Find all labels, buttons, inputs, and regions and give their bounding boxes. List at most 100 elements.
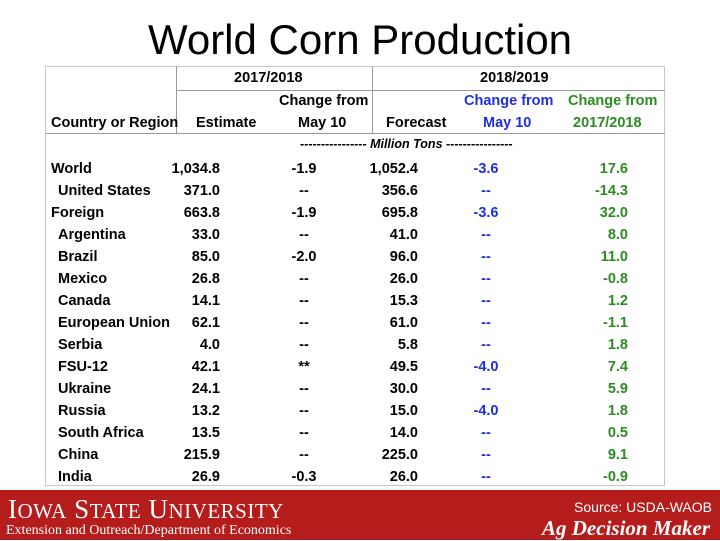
estimate-cell: 24.1 (191, 381, 220, 397)
country-cell: European Union (58, 315, 170, 331)
table-row: FSU-12 42.1 ** 49.5 -4.0 7.4 (46, 356, 666, 378)
forecast-cell: 26.0 (389, 469, 418, 485)
forecast-cell: 30.0 (389, 381, 418, 397)
table-row: South Africa 13.5 -- 14.0 -- 0.5 (46, 422, 666, 444)
estimate-cell: 371.0 (183, 183, 220, 199)
forecast-cell: 695.8 (381, 205, 418, 221)
change-may-2018-cell: -4.0 (473, 359, 499, 375)
change-may-2018-cell: -- (481, 293, 491, 309)
change-may-cell: -- (299, 425, 309, 441)
country-cell: Argentina (58, 227, 126, 243)
col-header-estimate: Estimate (196, 115, 257, 131)
change-may-2018-cell: -3.6 (473, 161, 499, 177)
col-header-country: Country or Region (51, 115, 179, 131)
change-prev-cell: -1.1 (603, 315, 628, 331)
divider (176, 90, 665, 91)
divider (372, 67, 373, 133)
footer-banner: IOWA STATE UNIVERSITY Extension and Outr… (0, 490, 720, 540)
change-prev-cell: 11.0 (600, 249, 628, 265)
country-cell: Foreign (51, 205, 105, 221)
table-row: Russia 13.2 -- 15.0 -4.0 1.8 (46, 400, 666, 422)
change-may-2018-cell: -- (481, 271, 491, 287)
group-header-2018: 2018/2019 (480, 70, 549, 86)
change-may-cell: -- (299, 271, 309, 287)
table-row: Mexico 26.8 -- 26.0 -- -0.8 (46, 268, 666, 290)
forecast-cell: 15.0 (389, 403, 418, 419)
change-may-2018-cell: -- (481, 381, 491, 397)
change-may-cell: -- (299, 403, 309, 419)
change-prev-cell: -0.8 (603, 271, 628, 287)
table-row: European Union 62.1 -- 61.0 -- -1.1 (46, 312, 666, 334)
change-prev-cell: 1.8 (607, 337, 628, 353)
country-cell: Brazil (58, 249, 98, 265)
change-may-cell: ** (298, 359, 310, 375)
col-header-change-may-2018: Change from (464, 93, 554, 109)
change-prev-cell: -0.9 (603, 469, 628, 485)
change-may-cell: -1.9 (291, 161, 317, 177)
department-text: Extension and Outreach/Department of Eco… (6, 523, 292, 538)
forecast-cell: 15.3 (389, 293, 418, 309)
estimate-cell: 26.8 (191, 271, 220, 287)
change-may-cell: -1.9 (291, 205, 317, 221)
col-header-change-may: Change from (279, 93, 369, 109)
table-row: Brazil 85.0 -2.0 96.0 -- 11.0 (46, 246, 666, 268)
divider (176, 67, 177, 133)
forecast-cell: 41.0 (389, 227, 418, 243)
table-row: India 26.9 -0.3 26.0 -- -0.9 (46, 466, 666, 488)
estimate-cell: 4.0 (199, 337, 220, 353)
change-may-2018-cell: -- (481, 227, 491, 243)
change-prev-cell: 32.0 (599, 205, 628, 221)
table-row: Argentina 33.0 -- 41.0 -- 8.0 (46, 224, 666, 246)
source-text: Source: USDA-WAOB (574, 499, 712, 515)
country-cell: China (58, 447, 99, 463)
change-may-2018-cell: -- (481, 249, 491, 265)
estimate-cell: 62.1 (191, 315, 220, 331)
change-may-cell: -- (299, 381, 309, 397)
estimate-cell: 33.0 (191, 227, 220, 243)
group-header-2017: 2017/2018 (234, 70, 303, 86)
country-cell: India (58, 469, 92, 485)
page-title: World Corn Production (147, 16, 573, 63)
col-header-forecast: Forecast (386, 115, 447, 131)
table-row: United States 371.0 -- 356.6 -- -14.3 (46, 180, 666, 202)
country-cell: FSU-12 (58, 359, 108, 375)
change-may-cell: -- (299, 183, 309, 199)
col-header-change-may-sub: May 10 (298, 115, 347, 131)
table-row: China 215.9 -- 225.0 -- 9.1 (46, 444, 666, 466)
estimate-cell: 13.5 (191, 425, 220, 441)
change-prev-cell: 8.0 (607, 227, 628, 243)
change-may-cell: -- (299, 315, 309, 331)
change-prev-cell: 1.2 (607, 293, 628, 309)
estimate-cell: 215.9 (183, 447, 220, 463)
estimate-cell: 42.1 (191, 359, 220, 375)
table-row: World 1,034.8 -1.9 1,052.4 -3.6 17.6 (46, 158, 666, 180)
change-may-cell: -- (299, 337, 309, 353)
estimate-cell: 85.0 (191, 249, 220, 265)
table-row: Canada 14.1 -- 15.3 -- 1.2 (46, 290, 666, 312)
country-cell: Serbia (58, 337, 103, 353)
country-cell: World (51, 161, 92, 177)
change-prev-cell: 17.6 (599, 161, 628, 177)
brand-text: Ag Decision Maker (542, 516, 710, 540)
table-row: Ukraine 24.1 -- 30.0 -- 5.9 (46, 378, 666, 400)
estimate-cell: 663.8 (183, 205, 220, 221)
change-may-cell: -0.3 (291, 469, 317, 485)
forecast-cell: 356.6 (381, 183, 418, 199)
country-cell: South Africa (58, 425, 144, 441)
col-header-change-prev-sub: 2017/2018 (573, 115, 642, 131)
forecast-cell: 1,052.4 (369, 161, 418, 177)
change-prev-cell: 1.8 (607, 403, 628, 419)
table-row: Serbia 4.0 -- 5.8 -- 1.8 (46, 334, 666, 356)
estimate-cell: 1,034.8 (171, 161, 220, 177)
country-cell: Canada (58, 293, 111, 309)
estimate-cell: 26.9 (191, 469, 220, 485)
change-may-2018-cell: -3.6 (473, 205, 499, 221)
country-cell: Russia (58, 403, 106, 419)
unit-label: ---------------- Million Tons ----------… (300, 137, 513, 151)
change-may-2018-cell: -- (481, 183, 491, 199)
forecast-cell: 14.0 (389, 425, 418, 441)
forecast-cell: 49.5 (389, 359, 418, 375)
country-cell: Mexico (58, 271, 108, 287)
change-may-2018-cell: -- (481, 425, 491, 441)
university-logo: IOWA STATE UNIVERSITY (8, 494, 284, 524)
